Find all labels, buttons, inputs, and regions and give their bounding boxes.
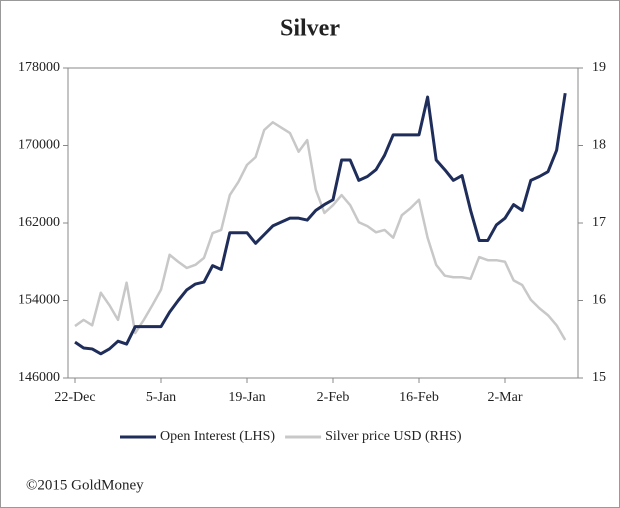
x-tick-label: 5-Jan	[146, 390, 176, 405]
y-tick-label: 162000	[18, 215, 60, 230]
y-tick-label: 154000	[18, 293, 60, 308]
legend-label: Silver price USD (RHS)	[325, 429, 462, 444]
y2-tick-label: 16	[592, 293, 606, 308]
x-tick-label: 19-Jan	[228, 390, 265, 405]
y-tick-label: 170000	[18, 138, 60, 153]
y-tick-label: 178000	[18, 60, 60, 75]
x-tick-label: 16-Feb	[399, 390, 439, 405]
x-tick-label: 2-Mar	[488, 390, 523, 405]
footer: ©2015 GoldMoney	[26, 477, 144, 493]
chart-title: Silver	[280, 16, 340, 42]
series-line	[74, 92, 567, 356]
y-tick-label: 146000	[18, 370, 60, 385]
legend-label: Open Interest (LHS)	[160, 429, 275, 444]
y2-tick-label: 18	[592, 138, 606, 153]
x-tick-label: 22-Dec	[54, 390, 95, 405]
series-line	[74, 121, 567, 341]
y2-tick-label: 15	[592, 370, 606, 385]
y2-tick-label: 17	[592, 215, 606, 230]
y2-tick-label: 19	[592, 60, 606, 75]
x-tick-label: 2-Feb	[317, 390, 350, 405]
